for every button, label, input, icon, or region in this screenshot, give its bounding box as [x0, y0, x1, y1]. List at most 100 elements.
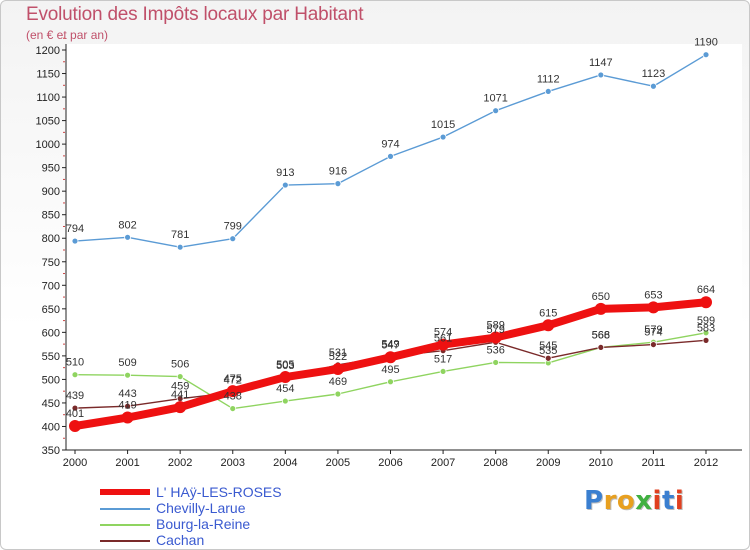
y-tick-label: 500 [42, 374, 60, 386]
y-tick-label: 1000 [36, 139, 60, 151]
data-point [650, 82, 657, 90]
data-point [647, 301, 660, 314]
y-tick-label: 1050 [36, 116, 60, 128]
x-tick-label: 2000 [63, 457, 87, 469]
logo-letter: o [616, 486, 636, 516]
data-label: 1112 [537, 73, 560, 85]
y-tick-label: 350 [42, 445, 60, 457]
data-point [71, 404, 79, 412]
data-point [492, 359, 500, 366]
data-label: 401 [66, 408, 84, 420]
legend-label-lhay: L' HAÿ-LES-ROSES [156, 484, 282, 500]
data-label: 454 [276, 383, 294, 395]
data-point [229, 405, 237, 412]
data-label: 568 [592, 329, 610, 341]
legend-label-cachan: Cachan [156, 532, 205, 548]
logo-letter: t [661, 486, 675, 516]
x-tick-label: 2005 [326, 457, 350, 469]
y-tick-label: 800 [42, 233, 60, 245]
data-point [176, 243, 184, 251]
data-label: 535 [539, 345, 557, 357]
y-tick-label: 850 [42, 210, 60, 222]
x-tick-label: 2009 [536, 457, 560, 469]
x-tick-label: 2006 [378, 457, 402, 469]
data-label: 472 [224, 375, 242, 387]
data-point [281, 181, 289, 189]
data-point [439, 368, 447, 375]
data-point [544, 354, 552, 362]
y-tick-label: 650 [42, 304, 60, 316]
chart-subtitle: (en € et par an) [26, 28, 109, 42]
data-label: 536 [486, 344, 504, 356]
logo-letter: i [652, 486, 662, 516]
data-label: 495 [381, 364, 399, 376]
logo-letter: i [674, 486, 685, 516]
data-point [594, 302, 607, 315]
data-point [71, 371, 79, 379]
data-point [124, 233, 131, 241]
data-point [124, 402, 131, 410]
data-label: 974 [381, 138, 399, 150]
data-label: 1147 [589, 57, 613, 69]
data-point [121, 411, 134, 424]
data-label: 469 [329, 376, 347, 388]
x-tick-label: 2007 [431, 457, 455, 469]
data-label: 615 [539, 307, 557, 319]
data-label: 522 [329, 351, 347, 363]
data-label: 650 [592, 291, 610, 303]
legend-label-chevilly: Chevilly-Larue [156, 500, 246, 516]
data-label: 510 [66, 357, 84, 369]
data-label: 1190 [694, 37, 718, 49]
data-label: 916 [329, 166, 347, 178]
data-label: 561 [434, 333, 452, 345]
x-tick-label: 2010 [589, 457, 613, 469]
data-label: 505 [276, 359, 294, 371]
data-label: 545 [539, 340, 557, 352]
data-label: 517 [434, 353, 452, 365]
data-point [489, 331, 502, 344]
data-point [544, 88, 552, 95]
data-point [437, 338, 450, 351]
data-point [702, 336, 710, 344]
data-point [650, 341, 657, 348]
legend-swatch-cachan [100, 540, 150, 542]
data-label: 579 [644, 324, 662, 336]
y-tick-label: 1150 [36, 69, 60, 81]
x-tick-label: 2003 [221, 457, 245, 469]
data-label: 509 [118, 357, 136, 369]
y-tick-label: 900 [42, 186, 60, 198]
data-label: 583 [697, 322, 715, 334]
data-point [174, 401, 187, 414]
data-label: 589 [486, 320, 504, 332]
data-point [387, 378, 394, 386]
data-label: 1123 [642, 68, 666, 80]
legend-swatch-bourg [100, 524, 150, 526]
data-label: 599 [697, 315, 715, 327]
x-tick-label: 2012 [694, 457, 718, 469]
data-point [124, 371, 131, 379]
data-label: 419 [118, 400, 136, 412]
y-tick-label: 1100 [36, 92, 60, 104]
y-tick-label: 400 [42, 421, 60, 433]
x-tick-label: 2001 [115, 457, 139, 469]
data-point [279, 371, 292, 384]
logo-letter: x [635, 486, 653, 516]
legend-swatch-chevilly [100, 508, 150, 510]
logo-letter: P [584, 486, 604, 516]
data-point [700, 296, 712, 309]
logo-letter: r [603, 486, 617, 516]
data-point [384, 351, 397, 364]
data-point [226, 385, 239, 398]
data-point [69, 420, 81, 432]
chart-title: Evolution des Impôts locaux par Habitant [26, 4, 364, 25]
data-point [281, 397, 289, 405]
data-label: 566 [592, 329, 610, 341]
y-tick-label: 550 [42, 351, 60, 363]
legend-swatch-lhay [100, 489, 150, 495]
data-label: 802 [118, 219, 136, 231]
data-point [331, 363, 344, 376]
data-label: 441 [171, 389, 189, 401]
x-tick-label: 2002 [168, 457, 192, 469]
data-label: 549 [381, 338, 399, 350]
